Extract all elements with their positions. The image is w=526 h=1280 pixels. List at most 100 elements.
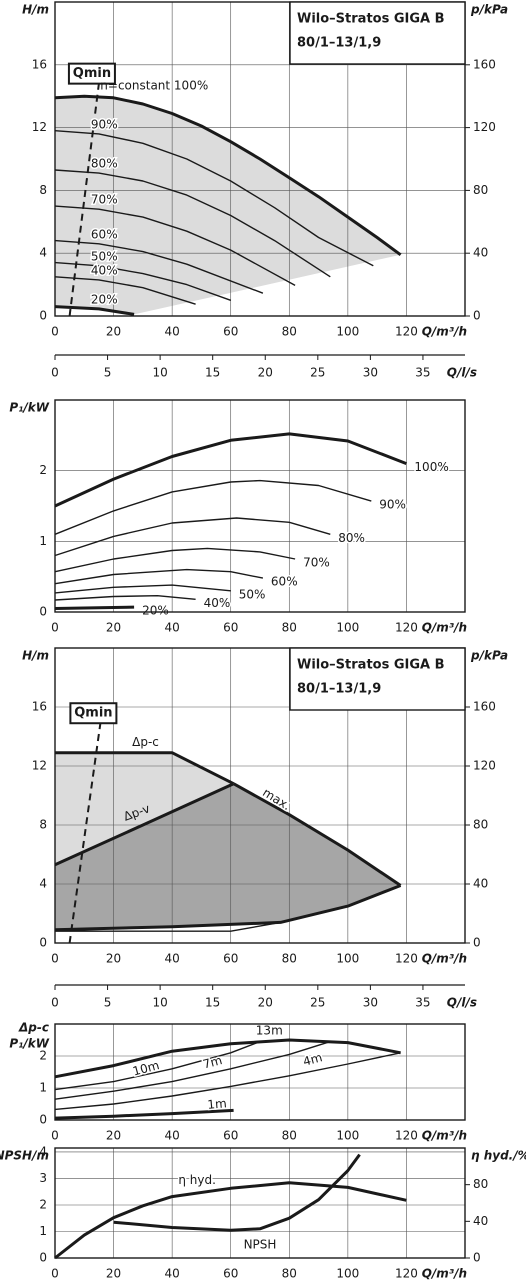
x-tick-label: 40 xyxy=(165,1267,180,1280)
y2-tick-label: 160 xyxy=(473,700,496,714)
y-tick-label: 0 xyxy=(39,936,47,950)
x-tick-label: 80 xyxy=(282,1267,297,1280)
x-tick-label: 100 xyxy=(336,1129,359,1143)
curve xyxy=(54,884,402,932)
x-tick-label: 120 xyxy=(395,952,418,966)
x-tick-label: 120 xyxy=(395,621,418,635)
curve-label: 13m xyxy=(256,1024,283,1038)
curve xyxy=(54,1040,331,1100)
curve-label: n=constant 100% xyxy=(100,79,208,93)
qmin-text: Qmin xyxy=(74,706,112,721)
curve xyxy=(54,205,296,287)
x-tick-label: 0 xyxy=(51,1267,59,1280)
curve-label: 40% xyxy=(91,263,118,277)
y-tick-label: 0 xyxy=(39,605,47,619)
x-tick-label: 80 xyxy=(282,325,297,339)
x-tick-label: 20 xyxy=(106,952,121,966)
x-tick-label: 100 xyxy=(336,1267,359,1280)
qmin-label: Qmin xyxy=(69,702,118,725)
y-axis-note: Δp-c xyxy=(18,1021,49,1035)
y-tick-label: 8 xyxy=(39,183,47,197)
x-tick-label: 20 xyxy=(106,1267,121,1280)
x-tick-label: 5 xyxy=(104,996,112,1010)
x-tick-label: 5 xyxy=(104,366,112,380)
y-tick-label: 1 xyxy=(39,534,47,548)
y-axis-label: P₁/kW xyxy=(9,1037,49,1051)
chart-subtitle: 80/1–13/1,9 xyxy=(297,36,381,51)
y2-tick-label: 40 xyxy=(473,877,488,891)
curve-label: 1m xyxy=(207,1096,227,1112)
x-axis-label: Q/m³/h xyxy=(422,325,467,339)
y2-tick-label: 120 xyxy=(473,120,496,134)
y2-axis-label: p/kPa xyxy=(470,3,508,17)
chart-title: Wilo–Stratos GIGA B xyxy=(297,12,445,27)
y2-axis-label: p/kPa xyxy=(470,649,508,663)
y-tick-label: 0 xyxy=(39,309,47,323)
x-tick-label: 40 xyxy=(165,621,180,635)
x-tick-label: 0 xyxy=(51,1129,59,1143)
y-tick-label: 4 xyxy=(39,877,47,891)
curve-label: 100% xyxy=(414,460,448,474)
y-axis-label: H/m xyxy=(22,3,49,17)
plot-frame xyxy=(54,399,466,613)
curve xyxy=(54,605,135,610)
y-tick-label: 0 xyxy=(39,1251,47,1265)
x-tick-label: 60 xyxy=(223,325,238,339)
x-tick-label: 100 xyxy=(336,952,359,966)
curve xyxy=(54,1108,234,1120)
x-tick-label: 30 xyxy=(363,366,378,380)
plot-frame xyxy=(54,1147,466,1259)
y-tick-label: 2 xyxy=(39,1197,47,1211)
y-tick-label: 1 xyxy=(39,1224,47,1238)
x-axis-label: Q/m³/h xyxy=(422,1267,467,1280)
x-tick-label: 20 xyxy=(106,325,121,339)
curve-label: 90% xyxy=(379,498,406,512)
x-axis-label: Q/m³/h xyxy=(422,952,467,966)
x-tick-label: 0 xyxy=(51,366,59,380)
label-box xyxy=(69,702,118,725)
x-tick-label: 0 xyxy=(51,996,59,1010)
y-tick-label: 16 xyxy=(32,57,47,71)
curve-label: NPSH xyxy=(244,1237,277,1251)
x-tick-label: 15 xyxy=(205,366,220,380)
plot-frame xyxy=(54,647,466,944)
label-box xyxy=(67,62,116,85)
x-tick-label: 60 xyxy=(223,952,238,966)
y-tick-label: 2 xyxy=(39,1049,47,1063)
curve xyxy=(54,547,296,573)
y2-tick-label: 40 xyxy=(473,246,488,260)
x-tick-label: 35 xyxy=(415,996,430,1010)
x-tick-label: 25 xyxy=(310,366,325,380)
x-tick-label: 100 xyxy=(336,621,359,635)
y2-tick-label: 0 xyxy=(473,309,481,323)
x-tick-label: 40 xyxy=(165,325,180,339)
x-tick-label: 0 xyxy=(51,621,59,635)
x-tick-label: 40 xyxy=(165,1129,180,1143)
x-tick-label: 10 xyxy=(152,366,167,380)
curve xyxy=(54,130,374,267)
x-axis-label: Q/m³/h xyxy=(422,1129,467,1143)
curve-label: 90% xyxy=(91,117,118,131)
plot-frame xyxy=(54,1,466,317)
curve-label: 80% xyxy=(91,157,118,171)
curve xyxy=(54,1040,261,1091)
x-axis-label: Q/l/s xyxy=(447,996,477,1010)
y2-tick-label: 160 xyxy=(473,57,496,71)
curve xyxy=(54,584,231,594)
title-box xyxy=(289,1,466,65)
y-tick-label: 8 xyxy=(39,818,47,832)
y-tick-label: 12 xyxy=(32,120,47,134)
x-tick-label: 0 xyxy=(51,952,59,966)
y-tick-label: 1 xyxy=(39,1081,47,1095)
qmin-text: Qmin xyxy=(73,66,111,81)
curve xyxy=(55,751,235,786)
curve xyxy=(55,921,281,932)
curve-label: 20% xyxy=(142,604,169,618)
y-tick-label: 3 xyxy=(39,1171,47,1185)
operating-area xyxy=(55,96,401,315)
curve xyxy=(54,94,402,257)
curve xyxy=(54,239,264,294)
curve xyxy=(54,169,331,278)
